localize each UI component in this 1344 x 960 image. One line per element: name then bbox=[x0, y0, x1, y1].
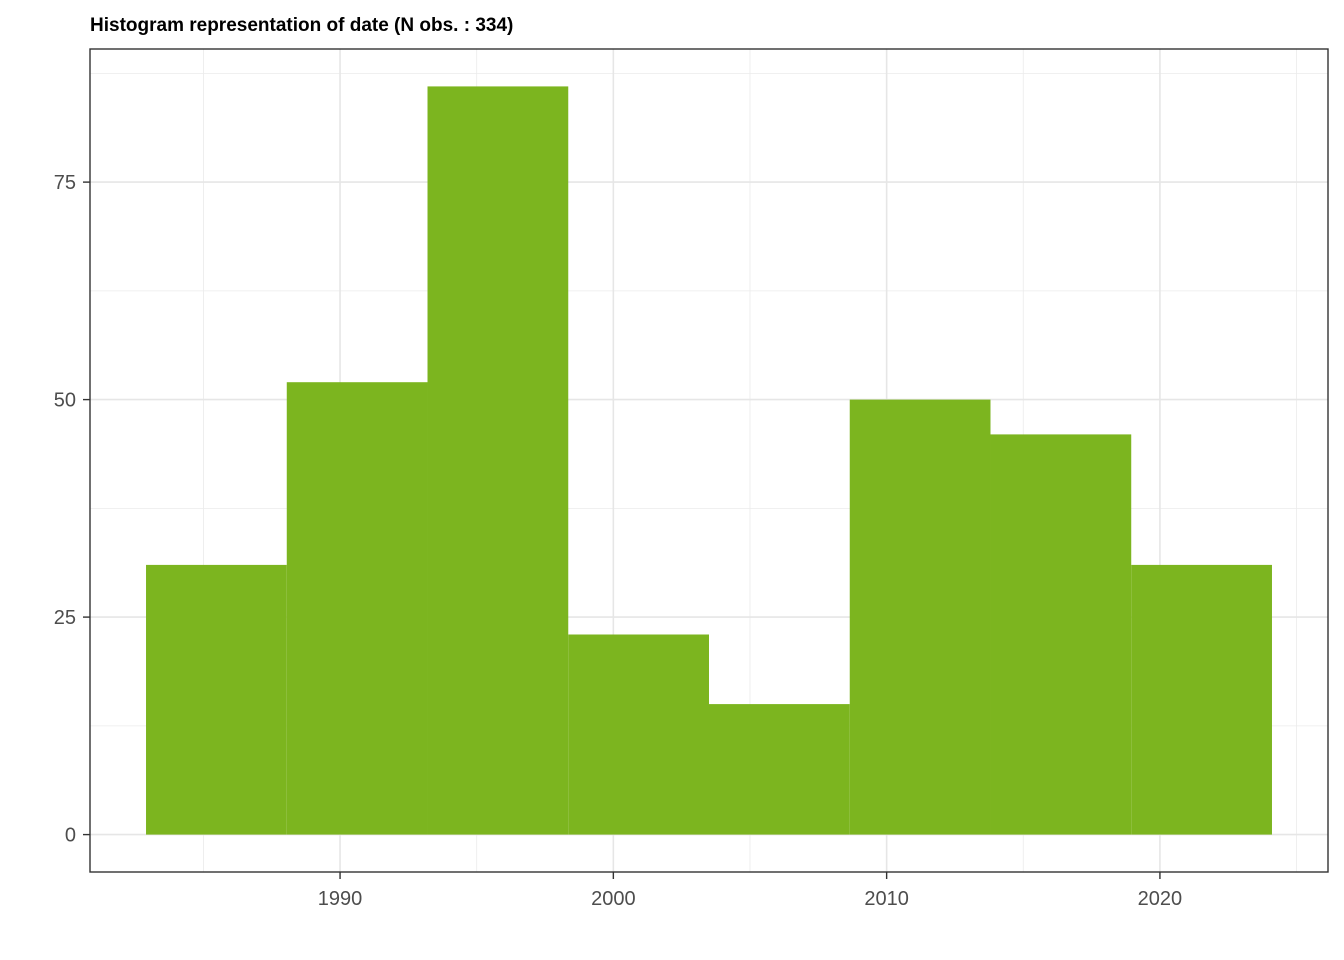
histogram-bar bbox=[849, 399, 991, 835]
panel-border bbox=[89, 48, 1329, 873]
histogram-bar bbox=[990, 434, 1132, 835]
y-tick-label: 50 bbox=[54, 390, 76, 412]
y-tick-label: 0 bbox=[65, 825, 76, 847]
y-tick-label: 25 bbox=[54, 607, 76, 629]
y-axis: 0 25 50 75 bbox=[54, 172, 90, 847]
x-tick-label: 2010 bbox=[864, 888, 909, 910]
histogram-bars bbox=[146, 86, 1272, 835]
y-tick-label: 75 bbox=[54, 172, 76, 194]
chart-title: Histogram representation of date (N obs.… bbox=[90, 15, 513, 36]
x-tick-label: 2000 bbox=[591, 888, 636, 910]
histogram-bar bbox=[568, 634, 709, 835]
x-tick-label: 2020 bbox=[1138, 888, 1183, 910]
x-axis: 1990 2000 2010 2020 bbox=[318, 872, 1182, 910]
histogram-bar bbox=[709, 704, 850, 835]
x-tick-label: 1990 bbox=[318, 888, 363, 910]
histogram-bar bbox=[286, 382, 428, 835]
histogram-bar bbox=[146, 564, 287, 835]
histogram-bar bbox=[1131, 564, 1272, 835]
histogram-bar bbox=[427, 86, 569, 835]
